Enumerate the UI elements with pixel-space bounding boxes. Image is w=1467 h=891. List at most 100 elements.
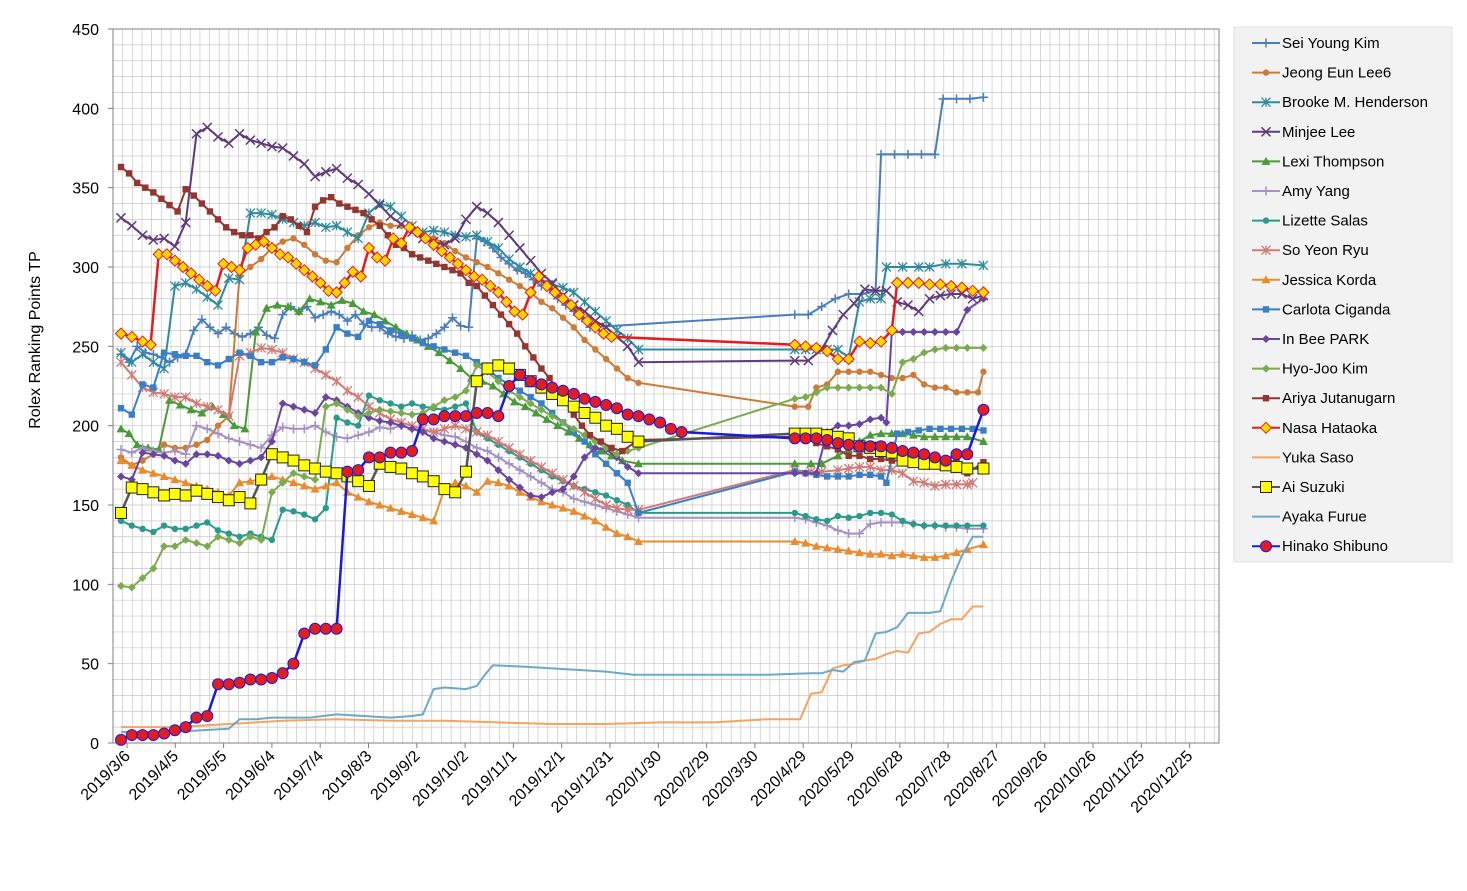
hinako-shibuno-point — [384, 446, 397, 459]
nasa-hataoka-point — [306, 270, 319, 283]
lexi-thompson-point — [633, 459, 643, 468]
nasa-hataoka-point — [427, 238, 440, 251]
in-bee-park-point — [246, 456, 255, 465]
hyo-joo-kim-point — [526, 399, 535, 408]
in-bee-park-point — [979, 294, 988, 303]
legend-box — [1233, 26, 1453, 563]
minjee-lee-point — [504, 230, 515, 241]
x-tick-label: 2019/5/5 — [174, 748, 230, 804]
lizette-salas-point — [290, 508, 297, 515]
hinako-shibuno-point — [675, 426, 688, 439]
amy-yang-point — [342, 433, 352, 443]
hyo-joo-kim-point — [844, 383, 853, 392]
sei-young-kim-point — [205, 322, 215, 332]
in-bee-park-point — [451, 440, 460, 449]
jessica-korda-point — [854, 548, 864, 557]
hyo-joo-kim-point — [472, 361, 481, 370]
jessica-korda-point — [941, 551, 951, 560]
lizette-salas-point — [624, 501, 631, 509]
ai-suzuki-point — [201, 487, 214, 500]
minjee-lee-point — [482, 208, 493, 219]
lexi-thompson-point — [509, 397, 519, 406]
legend-minjee-lee-point — [1260, 126, 1272, 137]
hinako-shibuno-point — [330, 622, 343, 635]
ai-suzuki-point — [503, 362, 516, 375]
ai-suzuki-point — [330, 467, 343, 480]
hinako-shibuno-point — [492, 410, 505, 423]
hyo-joo-kim-point — [364, 408, 373, 417]
hyo-joo-kim-point — [812, 388, 821, 397]
in-bee-park-point — [559, 485, 568, 494]
hinako-shibuno-point — [406, 445, 419, 458]
hyo-joo-kim-point — [612, 450, 621, 459]
legend-sei-young-kim-point — [1261, 38, 1271, 48]
jeong-eun-lee6-point — [834, 368, 842, 375]
amy-yang-point — [116, 444, 126, 454]
legend-label: Sei Young Kim — [1282, 35, 1380, 52]
y-tick-label: 100 — [72, 577, 99, 594]
ariya-jutanugarn-point — [214, 216, 222, 223]
nasa-hataoka-point — [484, 279, 497, 293]
brooke-m-henderson-point — [116, 347, 126, 358]
minjee-lee-point — [902, 300, 914, 311]
so-yeon-ryu-point — [854, 461, 865, 472]
jeong-eun-lee6-point — [484, 263, 491, 271]
hinako-shibuno-point — [535, 378, 548, 391]
jessica-korda-point — [811, 541, 821, 550]
hinako-shibuno-point — [319, 622, 332, 635]
in-bee-park-point — [569, 472, 578, 481]
legend-label: Amy Yang — [1282, 183, 1350, 200]
hyo-joo-kim-point — [494, 377, 503, 386]
in-bee-park-point — [623, 462, 632, 471]
jeong-eun-lee6-point — [613, 365, 621, 372]
ariya-jutanugarn-point — [166, 201, 173, 209]
ai-suzuki-point — [977, 462, 990, 475]
jeong-eun-lee6-point — [279, 238, 286, 245]
hinako-shibuno-point — [643, 413, 656, 426]
so-yeon-ryu-point — [191, 398, 202, 409]
jessica-korda-point — [822, 543, 832, 552]
jessica-korda-point — [623, 532, 633, 541]
jessica-korda-point — [483, 476, 493, 485]
hyo-joo-kim-point — [833, 383, 842, 392]
minjee-lee-point — [493, 217, 504, 228]
sei-young-kim-point — [903, 149, 913, 159]
hinako-shibuno-point — [875, 440, 888, 453]
in-bee-park-point — [278, 399, 287, 408]
brooke-m-henderson-point — [832, 344, 843, 355]
jessica-korda-point — [148, 468, 158, 477]
ariya-jutanugarn-point — [449, 266, 456, 274]
carlota-ciganda-point — [322, 346, 330, 353]
hinako-shibuno-point — [481, 406, 494, 419]
hyo-joo-kim-point — [979, 343, 988, 352]
legend-lizette-salas-point — [1262, 217, 1270, 224]
carlota-ciganda-point — [171, 351, 179, 358]
ariya-jutanugarn-point — [117, 163, 125, 171]
legend-item-hyo-joo-kim: Hyo-Joo Kim — [1252, 361, 1368, 378]
ariya-jutanugarn-point — [303, 228, 311, 236]
amy-yang-point — [170, 446, 180, 456]
legend-label: Nasa Hataoka — [1282, 420, 1378, 437]
legend-label: Ai Suzuki — [1282, 479, 1345, 496]
nasa-hataoka-point — [192, 273, 206, 286]
sei-young-kim-point — [876, 149, 886, 159]
ai-suzuki-point — [276, 451, 289, 464]
hyo-joo-kim-point — [149, 564, 158, 573]
ai-suzuki-point — [589, 411, 602, 424]
ai-suzuki-point — [319, 465, 332, 478]
in-bee-park-point — [941, 328, 950, 337]
series-ayaka-furue — [121, 535, 984, 733]
sei-young-kim-point — [367, 322, 377, 332]
sei-young-kim-point — [448, 313, 458, 323]
jessica-korda-point — [876, 549, 886, 558]
ariya-jutanugarn-point — [513, 330, 521, 337]
hyo-joo-kim-point — [235, 539, 244, 548]
carlota-ciganda-point — [867, 471, 874, 479]
sei-young-kim-point — [423, 333, 433, 343]
ariya-jutanugarn-point — [425, 257, 432, 264]
hinako-shibuno-point — [918, 448, 931, 461]
ai-suzuki-point — [233, 491, 246, 504]
hinako-shibuno-point — [589, 395, 602, 408]
series-nasa-hataoka — [114, 221, 990, 366]
ariya-jutanugarn-point — [441, 263, 448, 271]
